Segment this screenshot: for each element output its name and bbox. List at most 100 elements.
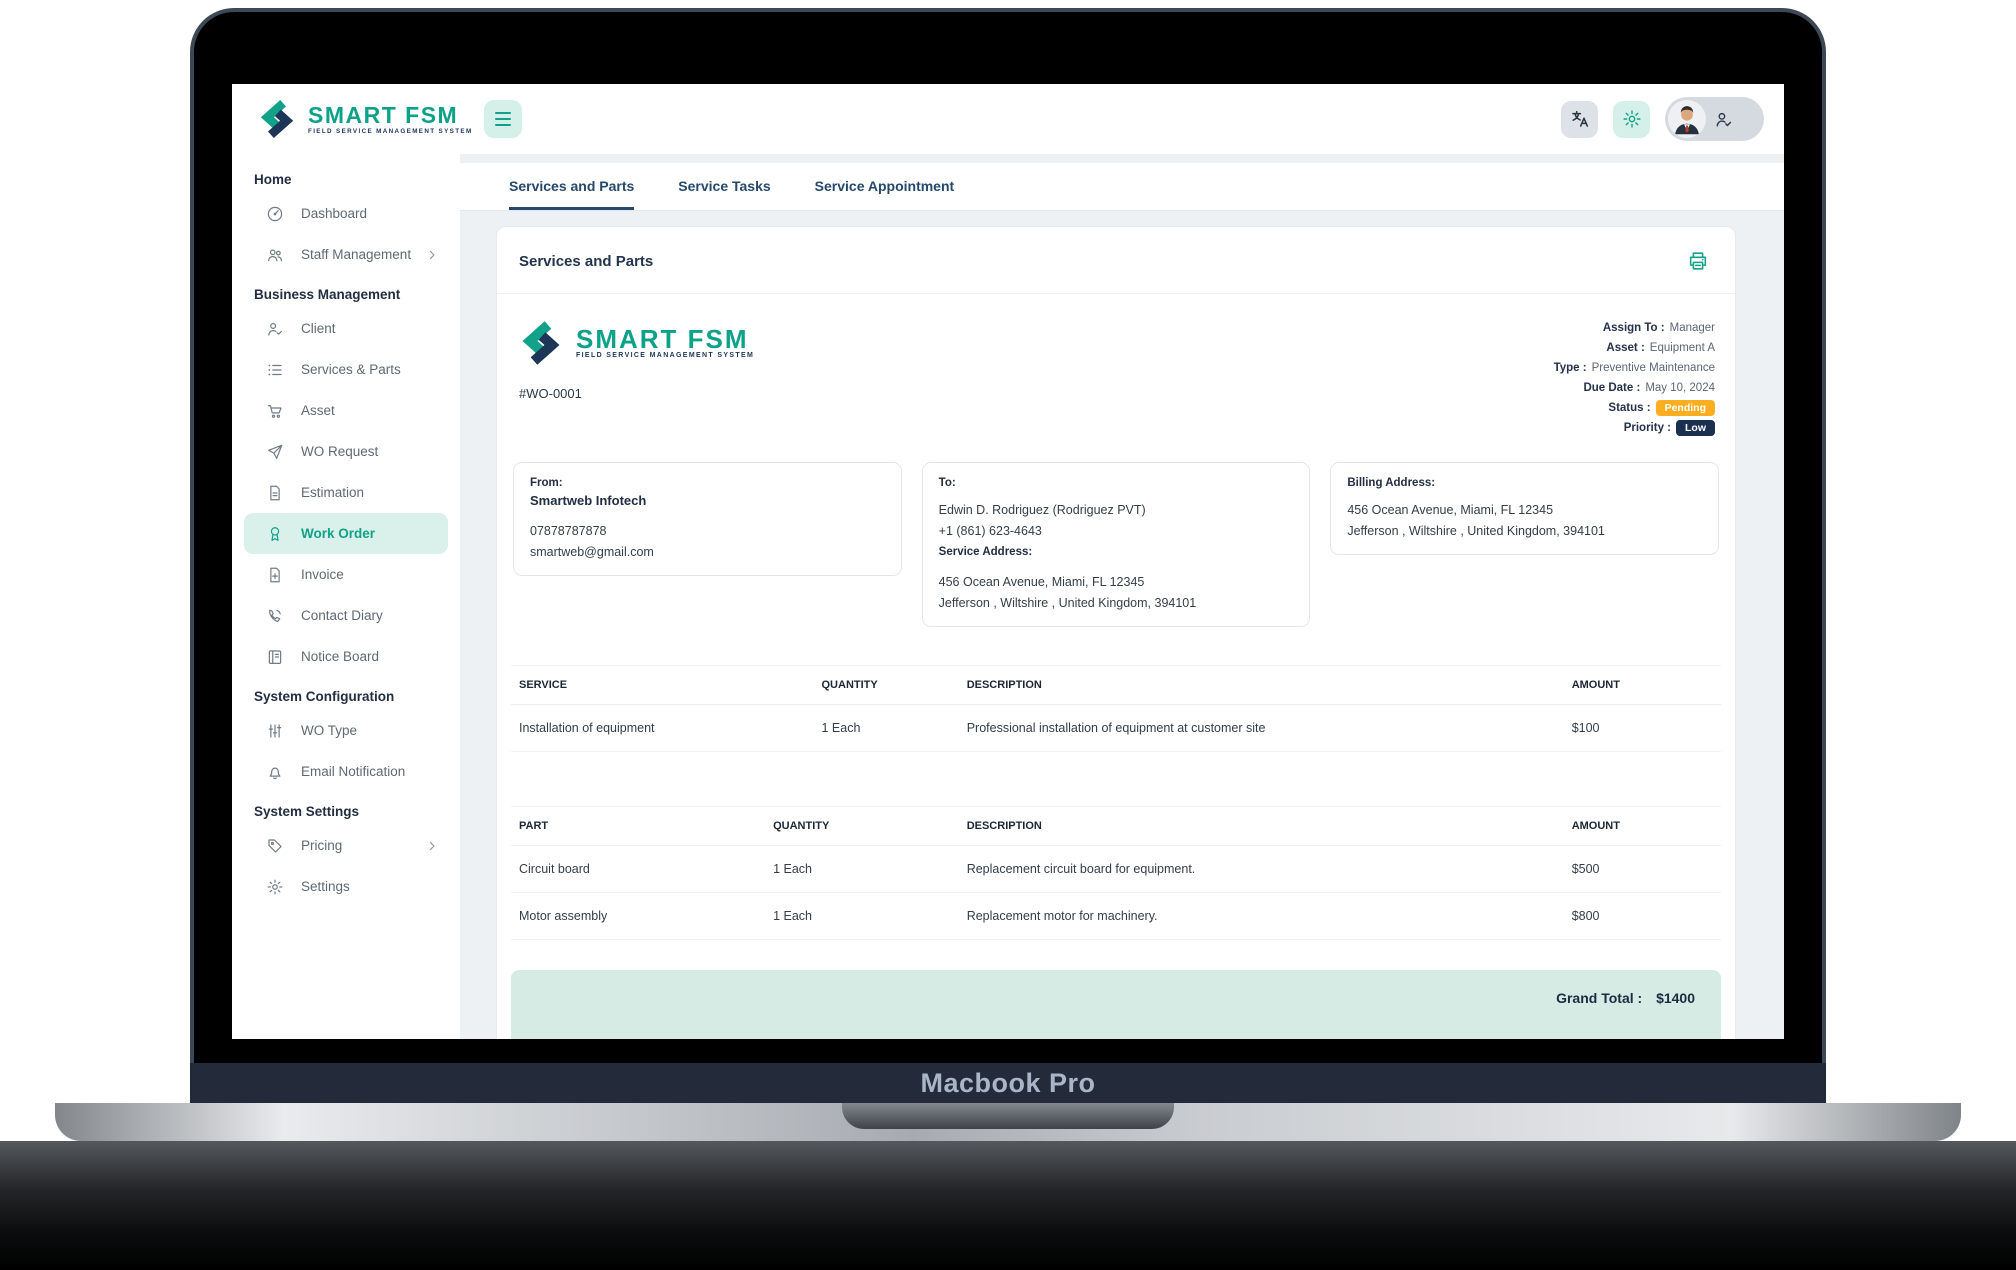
sidebar-item-label: Pricing xyxy=(301,838,343,853)
sidebar-item-services-parts[interactable]: Services & Parts xyxy=(244,349,448,390)
gear-icon xyxy=(266,878,284,896)
sidebar-item-client[interactable]: Client xyxy=(244,308,448,349)
billing-address-box: Billing Address: 456 Ocean Avenue, Miami… xyxy=(1330,462,1719,555)
sidebar-item-pricing[interactable]: Pricing xyxy=(244,825,448,866)
sidebar-item-wo-request[interactable]: WO Request xyxy=(244,431,448,472)
tab-service-appointment[interactable]: Service Appointment xyxy=(814,178,955,194)
table-row: Installation of equipment 1 Each Profess… xyxy=(511,704,1721,752)
sidebar-item-asset[interactable]: Asset xyxy=(244,390,448,431)
translate-button[interactable] xyxy=(1561,100,1598,138)
chevron-right-icon xyxy=(426,249,438,261)
sidebar-item-notice-board[interactable]: Notice Board xyxy=(244,636,448,677)
brand-tagline: FIELD SERVICE MANAGEMENT SYSTEM xyxy=(576,352,755,359)
sidebar-item-label: Invoice xyxy=(301,567,344,582)
tab-services-and-parts[interactable]: Services and Parts xyxy=(509,178,635,210)
settings-button[interactable] xyxy=(1613,100,1650,138)
tag-icon xyxy=(266,837,284,855)
sidebar-item-label: Settings xyxy=(301,879,350,894)
meta-priority: Priority : Low xyxy=(1624,420,1715,436)
sidebar-item-label: Work Order xyxy=(301,526,376,541)
sidebar-item-label: Asset xyxy=(301,403,335,418)
work-order-meta: Assign To : Manager Asset : Equipment A xyxy=(1554,318,1715,436)
meta-type: Type : Preventive Maintenance xyxy=(1553,362,1715,374)
avatar-image xyxy=(1668,100,1706,138)
meta-asset: Asset : Equipment A xyxy=(1606,342,1715,354)
sidebar-item-estimation[interactable]: Estimation xyxy=(244,472,448,513)
people-icon xyxy=(266,246,284,264)
sidebar-item-dashboard[interactable]: Dashboard xyxy=(244,193,448,234)
sidebar-item-settings[interactable]: Settings xyxy=(244,866,448,907)
ribbon-icon xyxy=(266,525,284,543)
grand-total: Grand Total : $1400 xyxy=(1556,990,1695,1006)
sidebar-item-label: Client xyxy=(301,321,336,336)
to-address-line1: 456 Ocean Avenue, Miami, FL 12345 xyxy=(938,575,1145,589)
avatar xyxy=(1668,100,1706,138)
phone-icon xyxy=(266,607,284,625)
summary-panel: Grand Total : $1400 Notes : The HVAC sys… xyxy=(511,970,1721,1039)
to-phone: +1 (861) 623-4643 xyxy=(938,524,1042,538)
surface-shadow xyxy=(0,1141,2016,1270)
send-icon xyxy=(266,443,284,461)
cart-icon xyxy=(266,402,284,420)
sidebar-section-home: Home xyxy=(254,172,292,187)
from-address-box: From: Smartweb Infotech 07878787878 smar… xyxy=(513,462,902,576)
sidebar-item-invoice[interactable]: Invoice xyxy=(244,554,448,595)
list-icon xyxy=(266,361,284,379)
sidebar-item-contact-diary[interactable]: Contact Diary xyxy=(244,595,448,636)
services-table: SERVICE QUANTITY DESCRIPTION AMOUNT xyxy=(511,665,1721,752)
bell-icon xyxy=(266,763,284,781)
status-badge: Pending xyxy=(1655,400,1715,416)
from-company: Smartweb Infotech xyxy=(530,493,647,508)
work-order-document: SMART FSM FIELD SERVICE MANAGEMENT SYSTE… xyxy=(497,294,1735,1039)
account-menu[interactable] xyxy=(1665,97,1764,141)
hamburger-icon xyxy=(495,112,511,114)
tab-bar: Services and Parts Service Tasks Service… xyxy=(460,163,1784,211)
laptop-bezel: SMART FSM FIELD SERVICE MANAGEMENT SYSTE… xyxy=(190,8,1826,1063)
sidebar-section-system-configuration: System Configuration xyxy=(254,689,395,704)
laptop-hinge: Macbook Pro xyxy=(190,1063,1826,1103)
sidebar-item-label: WO Request xyxy=(301,444,379,459)
menu-toggle-button[interactable] xyxy=(484,100,522,138)
gauge-icon xyxy=(266,205,284,223)
app-window: SMART FSM FIELD SERVICE MANAGEMENT SYSTE… xyxy=(232,84,1784,1039)
to-name: Edwin D. Rodriguez (Rodriguez PVT) xyxy=(938,503,1146,517)
sidebar-item-work-order[interactable]: Work Order xyxy=(244,513,448,554)
sliders-icon xyxy=(266,722,284,740)
services-and-parts-card: Services and Parts xyxy=(496,226,1736,1039)
notes-label: Notes : xyxy=(533,1038,1695,1039)
sidebar-item-staff-management[interactable]: Staff Management xyxy=(244,234,448,275)
table-row: Motor assembly 1 Each Replacement motor … xyxy=(511,892,1721,940)
from-email: smartweb@gmail.com xyxy=(530,545,654,559)
printer-icon xyxy=(1689,252,1707,270)
sidebar-item-label: Staff Management xyxy=(301,247,412,262)
to-address-line2: Jefferson , Wiltshire , United Kingdom, … xyxy=(938,596,1197,610)
tab-service-tasks[interactable]: Service Tasks xyxy=(678,178,771,194)
services-header-row: SERVICE QUANTITY DESCRIPTION AMOUNT xyxy=(511,665,1721,705)
laptop-notch xyxy=(842,1103,1174,1129)
print-button[interactable] xyxy=(1687,250,1709,272)
sidebar-item-label: Services & Parts xyxy=(301,362,401,377)
brand-tagline: FIELD SERVICE MANAGEMENT SYSTEM xyxy=(308,128,473,135)
sidebar-section-system-settings: System Settings xyxy=(254,804,360,819)
brand-logo-icon xyxy=(260,99,294,139)
parts-table: PART QUANTITY DESCRIPTION AMOUNT xyxy=(511,806,1721,940)
document-brand-logo: SMART FSM FIELD SERVICE MANAGEMENT SYSTE… xyxy=(517,318,754,368)
meta-status: Status : Pending xyxy=(1608,400,1715,416)
sidebar-item-label: Estimation xyxy=(301,485,365,500)
sidebar-item-wo-type[interactable]: WO Type xyxy=(244,710,448,751)
sidebar-item-label: Notice Board xyxy=(301,649,380,664)
user-check-icon xyxy=(1716,112,1732,127)
chevron-right-icon xyxy=(426,840,438,852)
device-label: Macbook Pro xyxy=(920,1067,1096,1098)
laptop-base xyxy=(55,1103,1961,1141)
file-plus-icon xyxy=(266,566,284,584)
parts-header-row: PART QUANTITY DESCRIPTION AMOUNT xyxy=(511,806,1721,846)
sidebar-item-email-notification[interactable]: Email Notification xyxy=(244,751,448,792)
board-icon xyxy=(266,648,284,666)
document-icon xyxy=(266,484,284,502)
to-address-box: To: Edwin D. Rodriguez (Rodriguez PVT) +… xyxy=(921,462,1311,627)
billing-address-line2: Jefferson , Wiltshire , United Kingdom, … xyxy=(1347,524,1605,538)
gear-icon xyxy=(1622,110,1641,128)
brand-logo: SMART FSM FIELD SERVICE MANAGEMENT SYSTE… xyxy=(256,97,471,141)
